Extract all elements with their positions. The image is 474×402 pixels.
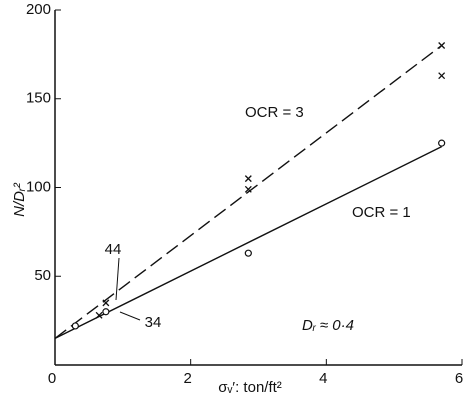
annotation: 44 bbox=[105, 241, 122, 258]
cross-marker bbox=[244, 175, 252, 183]
x-axis-label: σᵥ′: ton/ft² bbox=[218, 379, 282, 396]
x-tick-label: 6 bbox=[455, 370, 463, 387]
fit-line bbox=[54, 44, 443, 339]
y-tick-label: 50 bbox=[34, 267, 51, 284]
x-tick-label: 2 bbox=[183, 370, 191, 387]
series-label: OCR = 1 bbox=[352, 204, 411, 221]
cross-marker bbox=[102, 299, 110, 307]
y-tick-label: 150 bbox=[26, 90, 51, 107]
annotation: 34 bbox=[145, 314, 162, 331]
annotation: Dᵣ ≈ 0·4 bbox=[302, 317, 354, 334]
fit-line bbox=[54, 146, 442, 340]
x-tick-label: 4 bbox=[319, 370, 327, 387]
cross-marker bbox=[438, 72, 446, 80]
circle-marker bbox=[438, 139, 446, 147]
y-tick-label: 200 bbox=[26, 1, 51, 18]
x-tick-label: 0 bbox=[48, 370, 56, 387]
leader-line bbox=[119, 311, 141, 321]
y-tick-label: 100 bbox=[26, 178, 51, 195]
leader-line bbox=[115, 257, 120, 301]
circle-marker bbox=[71, 322, 79, 330]
cross-marker bbox=[244, 185, 252, 193]
y-axis-label: N/Dᵣ² bbox=[11, 182, 28, 217]
circle-marker bbox=[102, 308, 110, 316]
cross-marker bbox=[438, 42, 446, 49]
series-label: OCR = 3 bbox=[245, 104, 304, 121]
circle-marker bbox=[244, 249, 252, 257]
